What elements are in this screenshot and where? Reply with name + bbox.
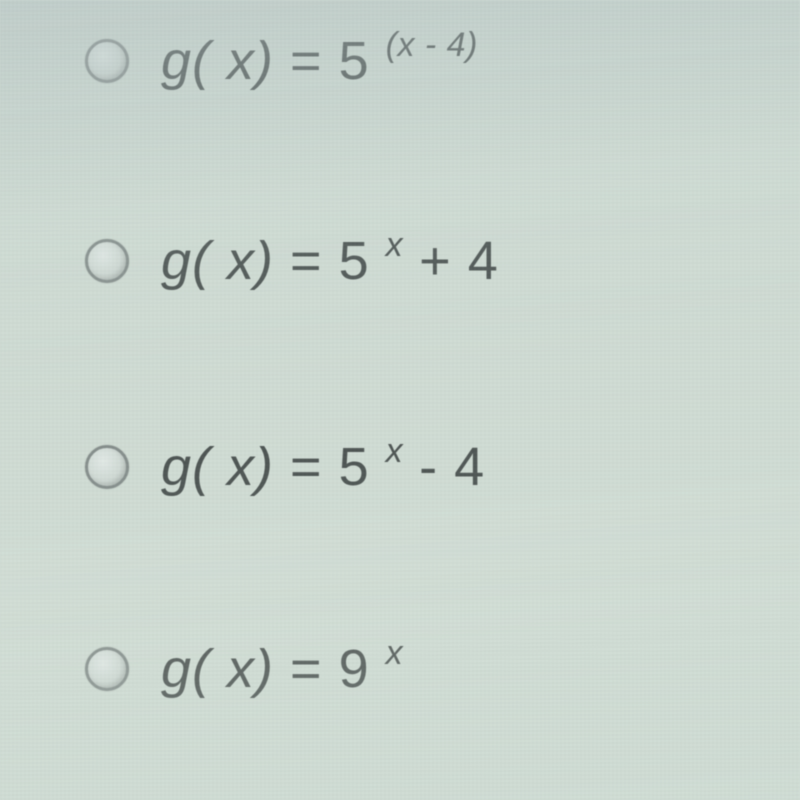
lhs: g( x) xyxy=(161,437,274,497)
base: 5 xyxy=(339,31,370,91)
option-formula: g( x) = 5 x + 4 xyxy=(161,230,499,292)
base: 5 xyxy=(339,437,370,497)
lhs: g( x) xyxy=(161,31,274,91)
base: 9 xyxy=(339,639,370,699)
exponent: x xyxy=(386,226,404,264)
option-formula: g( x) = 9 x xyxy=(161,638,403,700)
radio-icon[interactable] xyxy=(85,239,129,283)
base: 5 xyxy=(339,231,370,291)
equals: = xyxy=(290,437,323,497)
lhs: g( x) xyxy=(161,231,274,291)
tail: + 4 xyxy=(419,231,499,291)
option-2[interactable]: g( x) = 5 x + 4 xyxy=(85,230,765,292)
option-formula: g( x) = 5 x - 4 xyxy=(161,436,485,498)
exponent: x xyxy=(386,432,404,470)
equals: = xyxy=(290,31,323,91)
radio-icon[interactable] xyxy=(85,445,129,489)
option-formula: g( x) = 5 (x - 4) xyxy=(161,30,478,92)
equals: = xyxy=(290,639,323,699)
radio-icon[interactable] xyxy=(85,647,129,691)
exponent: x xyxy=(386,634,404,672)
tail: - 4 xyxy=(419,437,485,497)
options-list: g( x) = 5 (x - 4) g( x) = 5 x + 4 g( x) … xyxy=(85,30,765,700)
lhs: g( x) xyxy=(161,639,274,699)
radio-icon[interactable] xyxy=(85,39,129,83)
option-3[interactable]: g( x) = 5 x - 4 xyxy=(85,436,765,498)
option-1[interactable]: g( x) = 5 (x - 4) xyxy=(85,30,765,92)
option-4[interactable]: g( x) = 9 x xyxy=(85,638,765,700)
equals: = xyxy=(290,231,323,291)
exponent: (x - 4) xyxy=(386,26,478,64)
